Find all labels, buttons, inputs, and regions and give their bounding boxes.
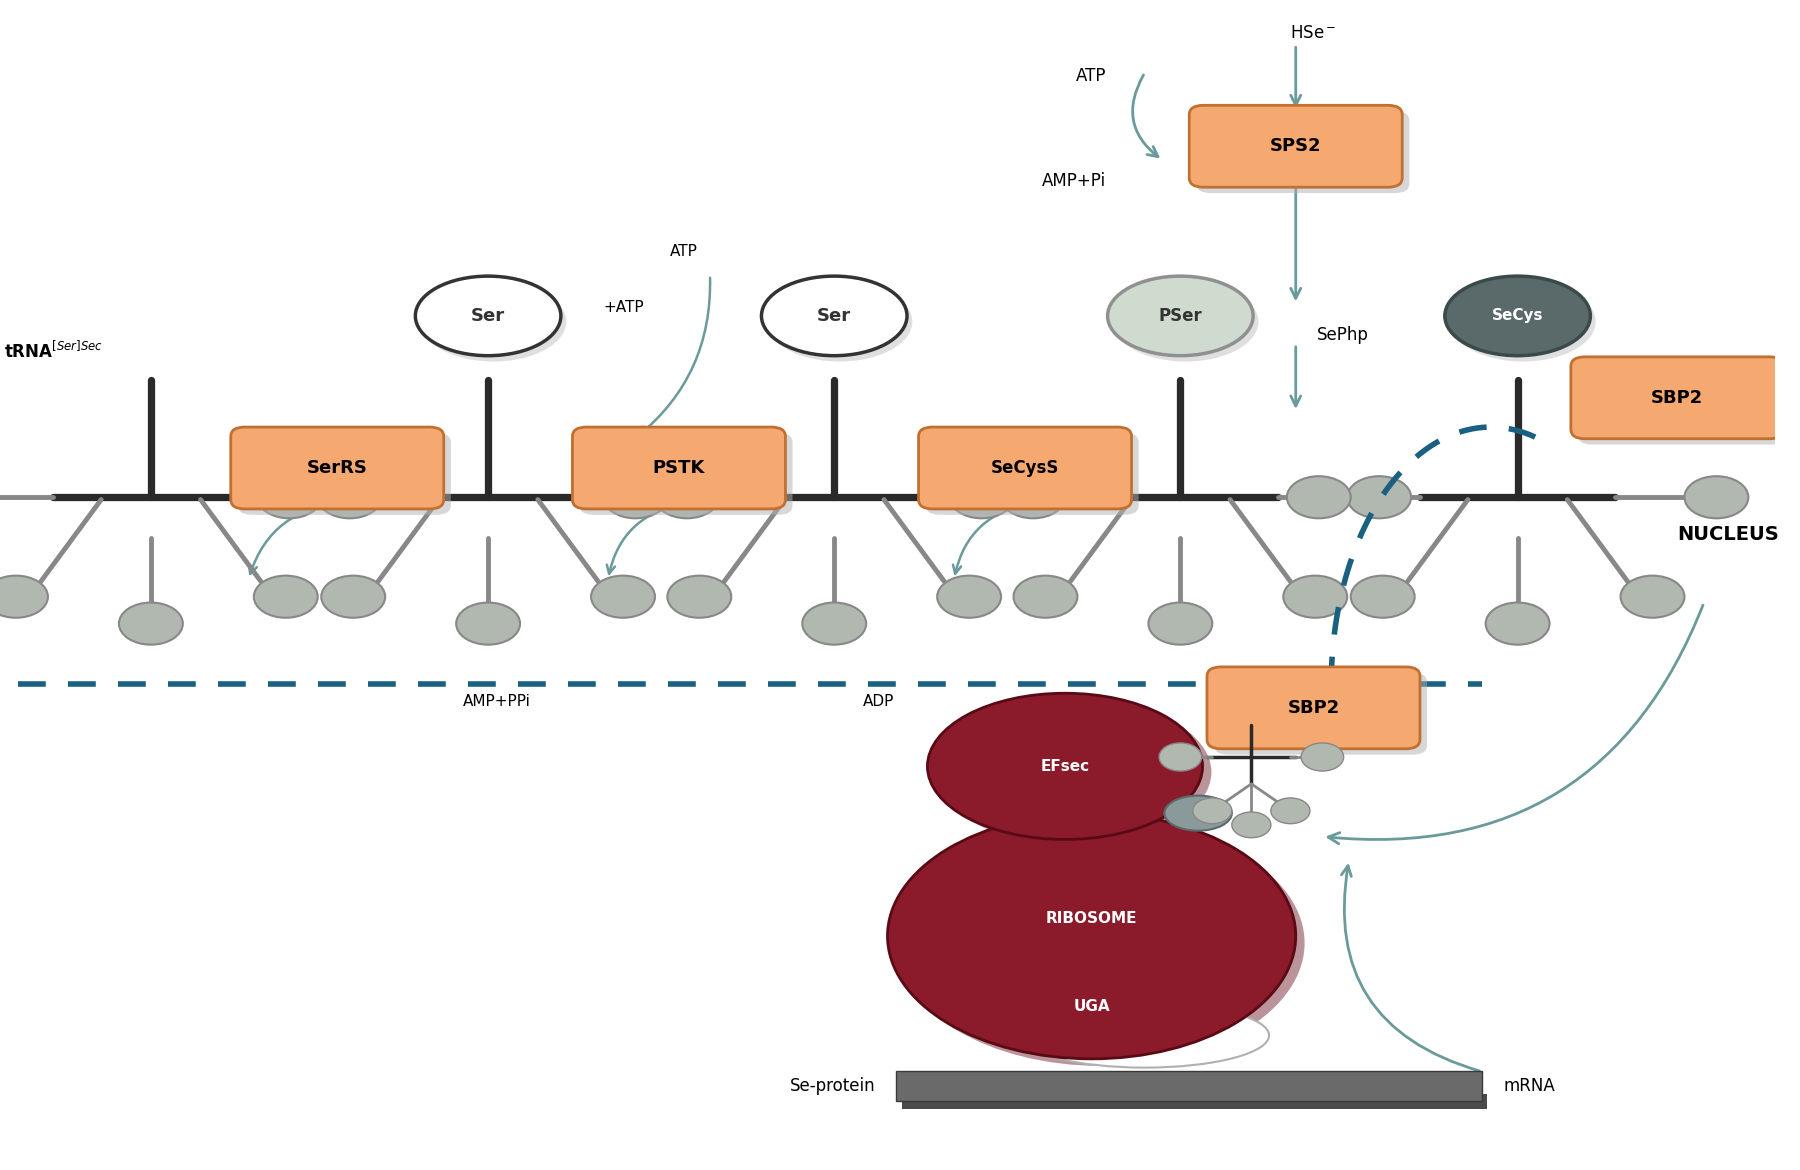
Circle shape (1346, 476, 1411, 518)
FancyBboxPatch shape (238, 433, 450, 515)
Text: Se-protein: Se-protein (790, 1076, 875, 1095)
Text: SePhp: SePhp (1318, 325, 1370, 344)
Circle shape (590, 576, 655, 618)
Text: PSTK: PSTK (653, 459, 706, 477)
Text: PPi: PPi (1222, 695, 1246, 709)
Ellipse shape (936, 700, 1211, 845)
Circle shape (1620, 576, 1685, 618)
Circle shape (257, 476, 320, 518)
Text: ADP: ADP (862, 695, 895, 709)
FancyBboxPatch shape (230, 427, 445, 509)
Circle shape (1301, 743, 1343, 771)
Text: UGA: UGA (1073, 999, 1111, 1013)
Text: SeCysS: SeCysS (990, 459, 1058, 477)
Ellipse shape (896, 820, 1305, 1066)
Ellipse shape (1165, 796, 1231, 831)
Ellipse shape (421, 282, 567, 362)
Ellipse shape (416, 276, 562, 356)
Text: SBP2: SBP2 (1287, 698, 1339, 717)
Text: SeCys: SeCys (1492, 309, 1543, 323)
Text: Ser: Ser (472, 307, 506, 325)
Text: SerRS: SerRS (306, 459, 367, 477)
Ellipse shape (887, 813, 1296, 1059)
Text: ATP: ATP (670, 245, 697, 259)
Circle shape (603, 476, 668, 518)
Circle shape (655, 476, 718, 518)
Circle shape (0, 576, 49, 618)
Circle shape (1231, 812, 1271, 838)
Circle shape (1685, 476, 1748, 518)
FancyBboxPatch shape (1579, 363, 1791, 445)
Text: SBP2: SBP2 (1651, 388, 1703, 407)
Text: EFsec: EFsec (1040, 759, 1089, 773)
Circle shape (119, 603, 184, 645)
FancyBboxPatch shape (1190, 105, 1402, 187)
Bar (896, 1071, 1481, 1101)
Ellipse shape (1451, 282, 1597, 362)
Circle shape (1283, 576, 1346, 618)
Ellipse shape (1107, 276, 1253, 356)
Text: PSer: PSer (1159, 307, 1202, 325)
Text: AMP+PPi: AMP+PPi (463, 695, 531, 709)
FancyBboxPatch shape (1571, 357, 1784, 439)
Circle shape (1287, 476, 1350, 518)
Circle shape (319, 476, 382, 518)
Text: HSe$^-$: HSe$^-$ (1291, 23, 1337, 42)
Text: mRNA: mRNA (1503, 1076, 1555, 1095)
Ellipse shape (761, 276, 907, 356)
Text: NUCLEUS: NUCLEUS (1678, 525, 1778, 544)
Circle shape (1159, 743, 1202, 771)
FancyBboxPatch shape (918, 427, 1132, 509)
FancyBboxPatch shape (1208, 667, 1420, 749)
Text: ATP: ATP (1076, 67, 1107, 85)
Ellipse shape (927, 693, 1202, 840)
FancyBboxPatch shape (925, 433, 1139, 515)
Circle shape (320, 576, 385, 618)
Ellipse shape (1112, 282, 1258, 362)
Circle shape (803, 603, 866, 645)
Ellipse shape (1021, 1003, 1269, 1067)
Circle shape (254, 576, 319, 618)
Ellipse shape (767, 282, 913, 362)
Bar (902, 1094, 1487, 1109)
FancyBboxPatch shape (1197, 111, 1409, 193)
FancyBboxPatch shape (1213, 673, 1427, 755)
FancyBboxPatch shape (580, 433, 792, 515)
Text: AMP+Pi: AMP+Pi (1042, 172, 1105, 191)
Circle shape (938, 576, 1001, 618)
Text: +ATP: +ATP (603, 301, 644, 315)
Circle shape (1350, 576, 1415, 618)
Text: SPS2: SPS2 (1271, 137, 1321, 156)
Text: Ser: Ser (817, 307, 851, 325)
Circle shape (1485, 603, 1550, 645)
Text: tRNA$^{[Ser]Sec}$: tRNA$^{[Ser]Sec}$ (4, 340, 103, 362)
Text: RIBOSOME: RIBOSOME (1046, 911, 1138, 925)
Circle shape (1271, 798, 1310, 824)
Circle shape (455, 603, 520, 645)
Ellipse shape (1445, 276, 1591, 356)
Circle shape (1193, 798, 1231, 824)
Circle shape (1148, 603, 1213, 645)
Circle shape (950, 476, 1013, 518)
Circle shape (1013, 576, 1078, 618)
FancyBboxPatch shape (572, 427, 785, 509)
Circle shape (1001, 476, 1066, 518)
Circle shape (668, 576, 731, 618)
